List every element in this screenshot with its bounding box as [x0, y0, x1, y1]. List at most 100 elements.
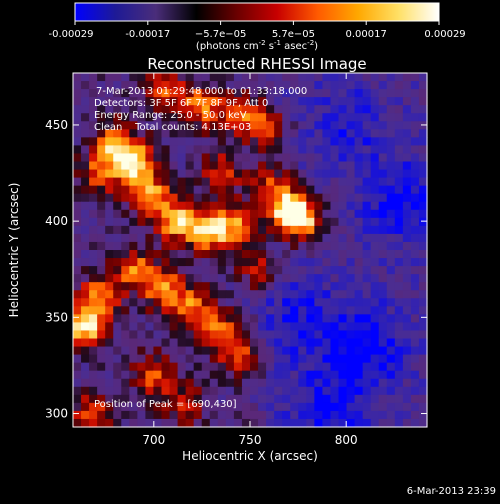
- heatmap-cell: [266, 378, 275, 388]
- heatmap-cell: [121, 378, 130, 388]
- heatmap-cell: [274, 89, 283, 98]
- heatmap-cell: [193, 418, 203, 428]
- heatmap-cell: [185, 185, 195, 195]
- heatmap-cell: [250, 314, 259, 324]
- heatmap-cell: [338, 402, 348, 412]
- heatmap-cell: [386, 418, 396, 428]
- heatmap-cell: [145, 241, 155, 251]
- heatmap-cell: [346, 306, 356, 315]
- heatmap-cell: [145, 105, 155, 114]
- heatmap-cell: [177, 306, 187, 315]
- heatmap-cell: [354, 217, 364, 227]
- heatmap-cell: [201, 338, 211, 348]
- heatmap-cell: [185, 266, 195, 275]
- heatmap-cell: [402, 121, 412, 130]
- heatmap-cell: [290, 89, 299, 98]
- heatmap-cell: [161, 354, 171, 364]
- heatmap-cell: [225, 121, 235, 130]
- heatmap-cell: [209, 354, 219, 364]
- heatmap-cell: [322, 370, 332, 380]
- heatmap-cell: [137, 225, 147, 235]
- heatmap-cell: [233, 177, 243, 187]
- heatmap-cell: [410, 161, 420, 171]
- heatmap-cell: [233, 145, 243, 155]
- heatmap-cell: [330, 177, 340, 187]
- heatmap-cell: [362, 314, 372, 324]
- heatmap-cell: [322, 418, 332, 428]
- heatmap-cell: [89, 346, 98, 356]
- heatmap-cell: [298, 290, 307, 299]
- heatmap-cell: [266, 250, 275, 259]
- heatmap-cell: [250, 298, 259, 307]
- heatmap-cell: [338, 137, 348, 147]
- heatmap-cell: [137, 402, 147, 412]
- heatmap-cell: [266, 362, 275, 372]
- heatmap-cell: [346, 241, 356, 251]
- heatmap-cell: [169, 370, 179, 380]
- heatmap-cell: [338, 322, 348, 332]
- heatmap-cell: [121, 201, 130, 211]
- heatmap-cell: [418, 410, 428, 420]
- heatmap-cell: [233, 225, 243, 235]
- heatmap-cell: [306, 338, 315, 348]
- heatmap-cell: [145, 113, 155, 122]
- heatmap-cell: [89, 113, 98, 122]
- heatmap-cell: [177, 282, 187, 291]
- heatmap-cell: [233, 241, 243, 251]
- heatmap-cell: [298, 137, 307, 147]
- heatmap-cell: [354, 137, 364, 147]
- heatmap-cell: [290, 378, 299, 388]
- heatmap-cell: [306, 89, 315, 98]
- heatmap-cell: [250, 73, 259, 82]
- heatmap-cell: [217, 322, 227, 332]
- heatmap-cell: [153, 410, 163, 420]
- heatmap-cell: [370, 370, 380, 380]
- heatmap-cell: [338, 73, 348, 82]
- heatmap-cell: [258, 290, 267, 299]
- heatmap-cell: [169, 386, 179, 396]
- heatmap-cell: [402, 274, 412, 283]
- heatmap-cell: [201, 354, 211, 364]
- heatmap-cell: [177, 217, 187, 227]
- heatmap-cell: [370, 322, 380, 332]
- heatmap-cell: [354, 233, 364, 243]
- heatmap-cell: [250, 410, 259, 420]
- heatmap-cell: [250, 225, 259, 235]
- heatmap-cell: [177, 386, 187, 396]
- heatmap-cell: [282, 418, 291, 428]
- heatmap-cell: [266, 306, 275, 315]
- heatmap-cell: [137, 105, 147, 114]
- heatmap-cell: [378, 314, 388, 324]
- heatmap-cell: [73, 314, 82, 324]
- heatmap-cell: [217, 129, 227, 138]
- heatmap-cell: [73, 362, 82, 372]
- heatmap-cell: [225, 169, 235, 179]
- heatmap-cell: [338, 298, 348, 307]
- heatmap-cell: [330, 394, 340, 404]
- heatmap-cell: [169, 418, 179, 428]
- heatmap-cell: [322, 145, 332, 155]
- heatmap-cell: [193, 225, 203, 235]
- heatmap-cell: [394, 298, 404, 307]
- heatmap-cell: [394, 233, 404, 243]
- heatmap-cell: [386, 306, 396, 315]
- heatmap-cell: [161, 97, 171, 106]
- heatmap-cell: [354, 338, 364, 348]
- heatmap-cell: [410, 193, 420, 203]
- heatmap-cell: [177, 153, 187, 163]
- heatmap-cell: [418, 274, 428, 283]
- heatmap-cell: [354, 378, 364, 388]
- heatmap-cell: [346, 258, 356, 267]
- heatmap-cell: [290, 233, 299, 243]
- heatmap-cell: [298, 386, 307, 396]
- heatmap-cell: [338, 161, 348, 171]
- heatmap-cell: [81, 145, 90, 155]
- heatmap-cell: [370, 153, 380, 163]
- heatmap-cell: [298, 169, 307, 179]
- heatmap-cell: [177, 338, 187, 348]
- heatmap-cell: [338, 113, 348, 122]
- heatmap-cell: [338, 274, 348, 283]
- heatmap-cell: [113, 97, 122, 106]
